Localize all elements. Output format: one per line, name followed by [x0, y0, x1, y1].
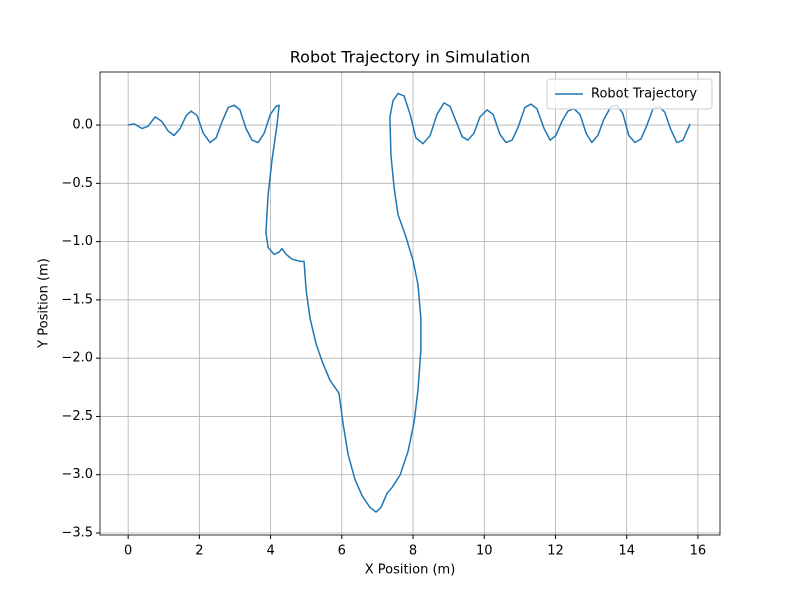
chart-title: Robot Trajectory in Simulation [290, 48, 530, 67]
y-axis-label: Y Position (m) [37, 258, 52, 349]
trajectory-line [127, 92, 691, 513]
y-tick-label: −3.0 [61, 467, 93, 482]
x-tick-label: 8 [409, 544, 417, 559]
x-tick-label: 2 [195, 544, 203, 559]
x-tick-label: 14 [618, 544, 635, 559]
x-tick-label: 4 [266, 544, 274, 559]
y-tick-label: 0.0 [72, 118, 93, 133]
y-tick-label: −1.0 [61, 234, 93, 249]
y-tick-label: −2.5 [61, 409, 93, 424]
x-axis-label: X Position (m) [365, 563, 456, 578]
x-tick-label: 10 [476, 544, 493, 559]
x-tick-label: 6 [338, 544, 346, 559]
legend-box [546, 78, 713, 110]
y-tick-label: −1.5 [61, 292, 93, 307]
x-tick-label: 16 [690, 544, 707, 559]
legend-label: Robot Trajectory [591, 87, 697, 102]
x-tick-label: 0 [124, 544, 132, 559]
x-tick-label: 12 [547, 544, 564, 559]
y-tick-label: −3.5 [61, 526, 93, 541]
y-tick-label: −2.0 [61, 351, 93, 366]
y-tick-label: −0.5 [61, 176, 93, 191]
plot-frame [99, 71, 721, 536]
